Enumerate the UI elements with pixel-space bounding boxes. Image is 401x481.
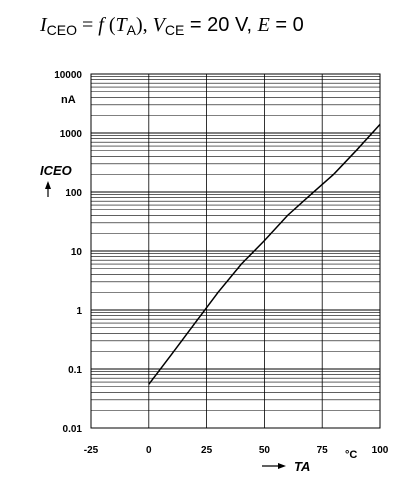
title-open-paren: ( xyxy=(103,14,116,36)
minor-gridlines xyxy=(91,76,380,411)
y-tick-label: 100 xyxy=(65,188,82,199)
x-tick-label: 75 xyxy=(317,445,329,456)
title-close-paren: ), xyxy=(136,14,153,36)
title-voltage-symbol: V xyxy=(152,14,165,36)
title-irradiance-symbol: E xyxy=(257,14,270,36)
title-current-symbol: I xyxy=(40,14,47,36)
x-unit-label: °C xyxy=(345,449,357,461)
x-tick-labels: -25 0 25 50 75 100 xyxy=(84,445,389,456)
y-axis-symbol: ICEO xyxy=(40,163,72,178)
title-temperature-subscript: A xyxy=(126,22,136,38)
x-tick-label: 100 xyxy=(372,445,389,456)
x-tick-label: -25 xyxy=(84,445,99,456)
x-tick-label: 0 xyxy=(146,445,152,456)
x-tick-label: 25 xyxy=(201,445,213,456)
x-tick-label: 50 xyxy=(259,445,271,456)
y-unit-label: nA xyxy=(61,94,76,106)
title-voltage-value: = 20 V, xyxy=(184,14,258,36)
y-tick-labels: 0.01 0.1 1 10 100 1000 10000 xyxy=(54,70,82,435)
chart-title: ICEO = f (TA), VCE = 20 V, E = 0 xyxy=(40,10,400,40)
title-function-symbol: f xyxy=(98,14,104,36)
y-tick-label: 1 xyxy=(76,306,82,317)
title-current-subscript: CEO xyxy=(46,22,78,38)
y-axis-arrow xyxy=(45,181,51,197)
x-axis-symbol: TA xyxy=(294,459,310,474)
title-temperature-symbol: T xyxy=(115,14,127,36)
series-line xyxy=(148,123,381,385)
title-irradiance-value: = 0 xyxy=(269,14,304,36)
title-voltage-subscript: CE xyxy=(164,22,185,38)
y-tick-label: 0.1 xyxy=(68,365,82,376)
x-axis-arrow xyxy=(262,463,286,469)
y-tick-label: 1000 xyxy=(60,129,83,140)
y-tick-label: 0.01 xyxy=(63,424,83,435)
plot-frame xyxy=(90,73,381,429)
y-tick-label: 10000 xyxy=(54,70,82,81)
title-equals: = xyxy=(77,14,99,36)
y-tick-label: 10 xyxy=(71,247,83,258)
